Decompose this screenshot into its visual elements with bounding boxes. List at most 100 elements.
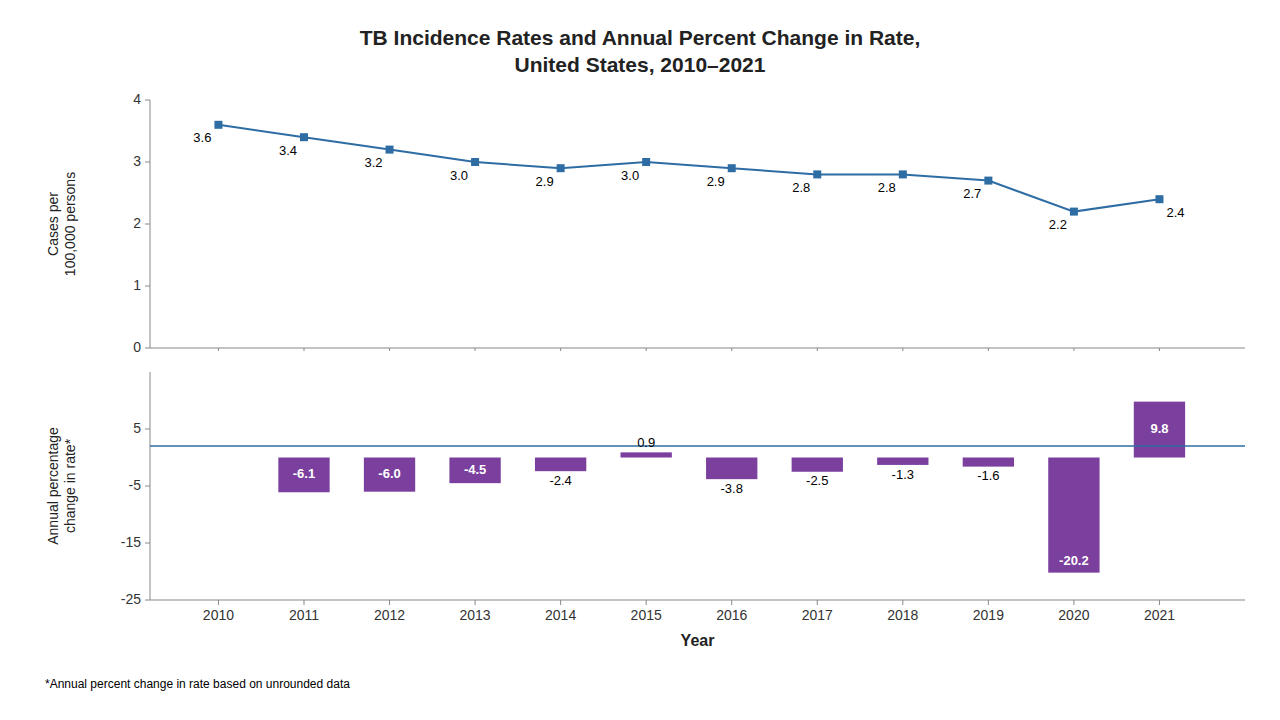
- x-tick: [902, 600, 903, 605]
- bar: [364, 458, 415, 492]
- y-tick-label: -5: [129, 477, 142, 493]
- x-axis: [150, 600, 1245, 601]
- marker: [728, 164, 736, 172]
- bar: [963, 458, 1014, 467]
- marker: [1155, 195, 1163, 203]
- y-tick: [145, 224, 150, 225]
- x-tick: [988, 600, 989, 605]
- y-tick-label: 3: [133, 153, 141, 169]
- y-tick: [145, 543, 150, 544]
- data-label: 2.7: [963, 186, 981, 201]
- line: [218, 125, 1159, 212]
- bar: [792, 458, 843, 472]
- data-label: 2.8: [878, 180, 896, 195]
- data-label: 3.2: [364, 155, 382, 170]
- reference-line: [150, 445, 1245, 447]
- y-tick-label: 5: [133, 420, 141, 436]
- data-label: -20.2: [1059, 553, 1089, 568]
- y-tick: [145, 286, 150, 287]
- x-tick-label: 2018: [887, 607, 918, 623]
- x-axis: [150, 348, 1245, 349]
- y-axis-label: Annual percentagechange in rate*: [44, 427, 77, 545]
- marker: [642, 158, 650, 166]
- data-label: 3.4: [279, 143, 297, 158]
- x-tick-label: 2011: [289, 607, 319, 623]
- x-tick-label: 2015: [631, 607, 662, 623]
- x-tick: [475, 600, 476, 605]
- data-label: 0.9: [637, 435, 655, 450]
- bar: [621, 452, 672, 457]
- panel-line: 01234Cases per100,000 persons3.63.43.23.…: [44, 91, 1245, 355]
- x-tick-label: 2010: [203, 607, 234, 623]
- data-label: 3.0: [450, 168, 468, 183]
- y-tick-label: 4: [133, 91, 141, 107]
- y-tick: [145, 429, 150, 430]
- marker: [300, 133, 308, 141]
- y-tick: [145, 100, 150, 101]
- data-label: -2.5: [806, 473, 828, 488]
- data-label: 2.9: [536, 174, 554, 189]
- marker: [214, 121, 222, 129]
- marker: [984, 177, 992, 185]
- bar: [877, 458, 928, 465]
- footnote: *Annual percent change in rate based on …: [45, 677, 350, 691]
- y-tick: [145, 348, 150, 349]
- y-tick: [145, 162, 150, 163]
- y-tick-label: -25: [121, 591, 141, 607]
- bar: [1048, 458, 1099, 573]
- x-tick: [560, 600, 561, 605]
- y-axis-label: Cases per100,000 persons: [44, 172, 77, 276]
- text-line: 100,000 persons: [61, 172, 77, 276]
- x-tick: [817, 600, 818, 605]
- x-tick-label: 2019: [973, 607, 1004, 623]
- data-label: 2.9: [707, 174, 725, 189]
- title: TB Incidence Rates and Annual Percent Ch…: [360, 25, 921, 75]
- y-axis: [150, 100, 151, 348]
- bar: [535, 458, 586, 472]
- y-tick-label: -15: [121, 534, 141, 550]
- data-label: -6.1: [293, 466, 315, 481]
- x-tick-label: 2013: [460, 607, 491, 623]
- marker: [1070, 208, 1078, 216]
- x-tick-label: 2014: [545, 607, 576, 623]
- x-tick: [389, 600, 390, 605]
- chart: TB Incidence Rates and Annual Percent Ch…: [0, 0, 1280, 720]
- x-axis-label: Year: [681, 632, 715, 649]
- data-label: -2.4: [549, 473, 571, 488]
- y-axis: [150, 372, 151, 600]
- bar: [278, 458, 329, 493]
- data-label: -3.8: [721, 481, 743, 496]
- marks: [150, 402, 1245, 573]
- marker: [386, 146, 394, 154]
- bar: [449, 458, 500, 484]
- text-line: TB Incidence Rates and Annual Percent Ch…: [360, 25, 921, 48]
- y-tick-label: 1: [133, 277, 141, 293]
- text-line: United States, 2010–2021: [515, 52, 766, 75]
- x-tick: [1073, 600, 1074, 605]
- y-tick: [145, 486, 150, 487]
- bar: [706, 458, 757, 480]
- x-tick: [731, 600, 732, 605]
- background: [0, 0, 1280, 720]
- data-label: -1.6: [977, 468, 999, 483]
- x-tick: [646, 600, 647, 605]
- marker: [813, 170, 821, 178]
- data-label: 2.4: [1166, 205, 1184, 220]
- data-label: 9.8: [1150, 421, 1168, 436]
- data-labels: -6.1-6.0-4.5-2.40.9-3.8-2.5-1.3-1.6-20.2…: [293, 421, 1169, 568]
- data-labels: 3.63.43.23.02.93.02.92.82.82.72.22.4: [193, 130, 1184, 232]
- data-label: -1.3: [892, 467, 914, 482]
- x-tick-label: 2017: [802, 607, 833, 623]
- data-label: 2.2: [1049, 217, 1067, 232]
- panel-bar: -25-15-552010201120122013201420152016201…: [44, 372, 1245, 649]
- x-tick-label: 2012: [374, 607, 405, 623]
- y-tick-label: 2: [133, 215, 141, 231]
- data-label: 3.6: [193, 130, 211, 145]
- x-tick-label: 2020: [1058, 607, 1089, 623]
- y-tick: [145, 600, 150, 601]
- x-tick: [218, 600, 219, 605]
- x-tick: [303, 600, 304, 605]
- data-label: -6.0: [378, 466, 400, 481]
- marker: [899, 170, 907, 178]
- data-label: 2.8: [792, 180, 810, 195]
